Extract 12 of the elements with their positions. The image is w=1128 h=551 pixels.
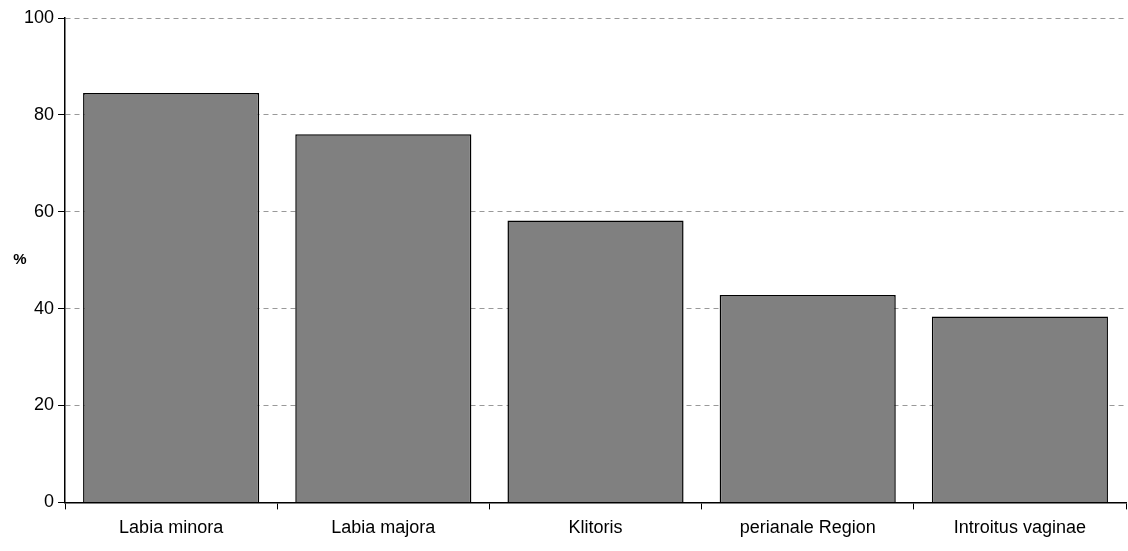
x-tick-label: Labia minora: [119, 517, 225, 538]
y-tick-label: 100: [23, 6, 55, 27]
y-tick-label: 60: [34, 200, 55, 221]
x-tick-label: Klitoris: [568, 517, 623, 538]
x-tick-label: perianale Region: [739, 517, 876, 538]
y-tick-label: 80: [34, 103, 55, 124]
x-tick-label: Labia majora: [331, 517, 437, 538]
y-axis-title: %: [13, 250, 27, 268]
x-tick-label: Introitus vaginae: [953, 517, 1086, 538]
y-tick-label: 0: [44, 491, 55, 512]
y-tick-label: 20: [34, 394, 55, 415]
y-tick-label: 40: [34, 297, 55, 318]
